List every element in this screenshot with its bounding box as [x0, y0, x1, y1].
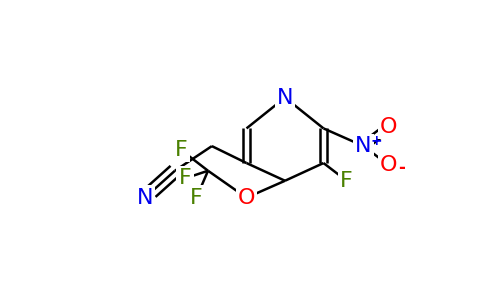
Text: N: N: [355, 136, 372, 156]
Text: +: +: [371, 134, 382, 148]
Text: -: -: [398, 159, 405, 177]
Text: N: N: [136, 188, 153, 208]
Text: N: N: [277, 88, 293, 108]
Text: F: F: [190, 188, 203, 208]
Text: F: F: [175, 140, 187, 160]
Text: O: O: [238, 188, 255, 208]
Text: F: F: [340, 171, 353, 191]
Text: O: O: [380, 117, 398, 137]
Text: O: O: [380, 155, 398, 176]
Text: F: F: [179, 169, 191, 188]
